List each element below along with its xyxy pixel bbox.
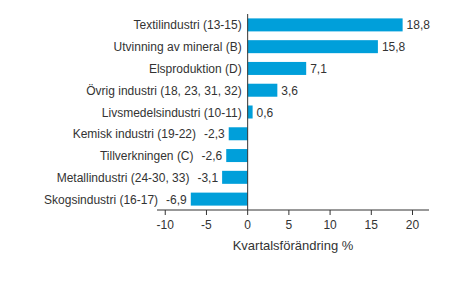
bar xyxy=(229,127,248,140)
x-axis: -10 -5 0 5 10 15 20 xyxy=(157,14,429,232)
tick-label: 10 xyxy=(323,218,337,232)
bar xyxy=(248,62,307,75)
labels: 18,8 Textilindustri (13-15) 15,8 Utvinning … xyxy=(44,18,430,206)
category-label: Övrig industri (18, 23, 31, 32) xyxy=(86,84,241,98)
data-label: 3,6 xyxy=(281,84,298,98)
tick-label: -10 xyxy=(157,218,175,232)
tick xyxy=(412,210,413,215)
bar xyxy=(222,171,248,184)
category-label: Utvinning av mineral (B) xyxy=(114,40,242,54)
data-label: 18,8 xyxy=(407,18,431,32)
bar xyxy=(226,149,247,162)
data-label: 7,1 xyxy=(310,62,327,76)
bar xyxy=(191,193,248,206)
data-label: -6,9 xyxy=(166,193,187,207)
category-label: Skogsindustri (16-17) xyxy=(44,193,158,207)
bar xyxy=(248,40,378,53)
bar xyxy=(248,18,403,31)
chart: 18,8 Textilindustri (13-15) 15,8 Utvinning … xyxy=(0,0,454,302)
tick-label: -5 xyxy=(201,218,212,232)
tick xyxy=(165,210,166,215)
data-label: -2,6 xyxy=(202,149,223,163)
data-label: -2,3 xyxy=(204,127,225,141)
category-label: Elsproduktion (D) xyxy=(149,62,242,76)
tick xyxy=(206,210,207,215)
tick xyxy=(247,210,248,215)
tick-label: 15 xyxy=(365,218,379,232)
category-label: Kemisk industri (19-22) xyxy=(73,127,196,141)
category-label: Metallindustri (24-30, 33) xyxy=(57,171,190,185)
zero-line xyxy=(247,14,248,210)
tick xyxy=(330,210,331,215)
category-label: Tillverkningen (C) xyxy=(100,149,194,163)
bar xyxy=(248,84,278,97)
data-label: 15,8 xyxy=(382,40,406,54)
axis-line xyxy=(157,210,429,211)
tick-label: 0 xyxy=(244,218,251,232)
tick-label: 5 xyxy=(286,218,293,232)
category-label: Livsmedelsindustri (10-11) xyxy=(102,106,242,120)
axis-title: Kvartalsförändring % xyxy=(233,238,354,253)
bar xyxy=(248,106,253,119)
category-label: Textilindustri (13-15) xyxy=(134,18,242,32)
tick xyxy=(371,210,372,215)
data-label: -3,1 xyxy=(197,171,218,185)
tick-label: 20 xyxy=(406,218,420,232)
tick xyxy=(288,210,289,215)
data-label: 0,6 xyxy=(257,106,274,120)
